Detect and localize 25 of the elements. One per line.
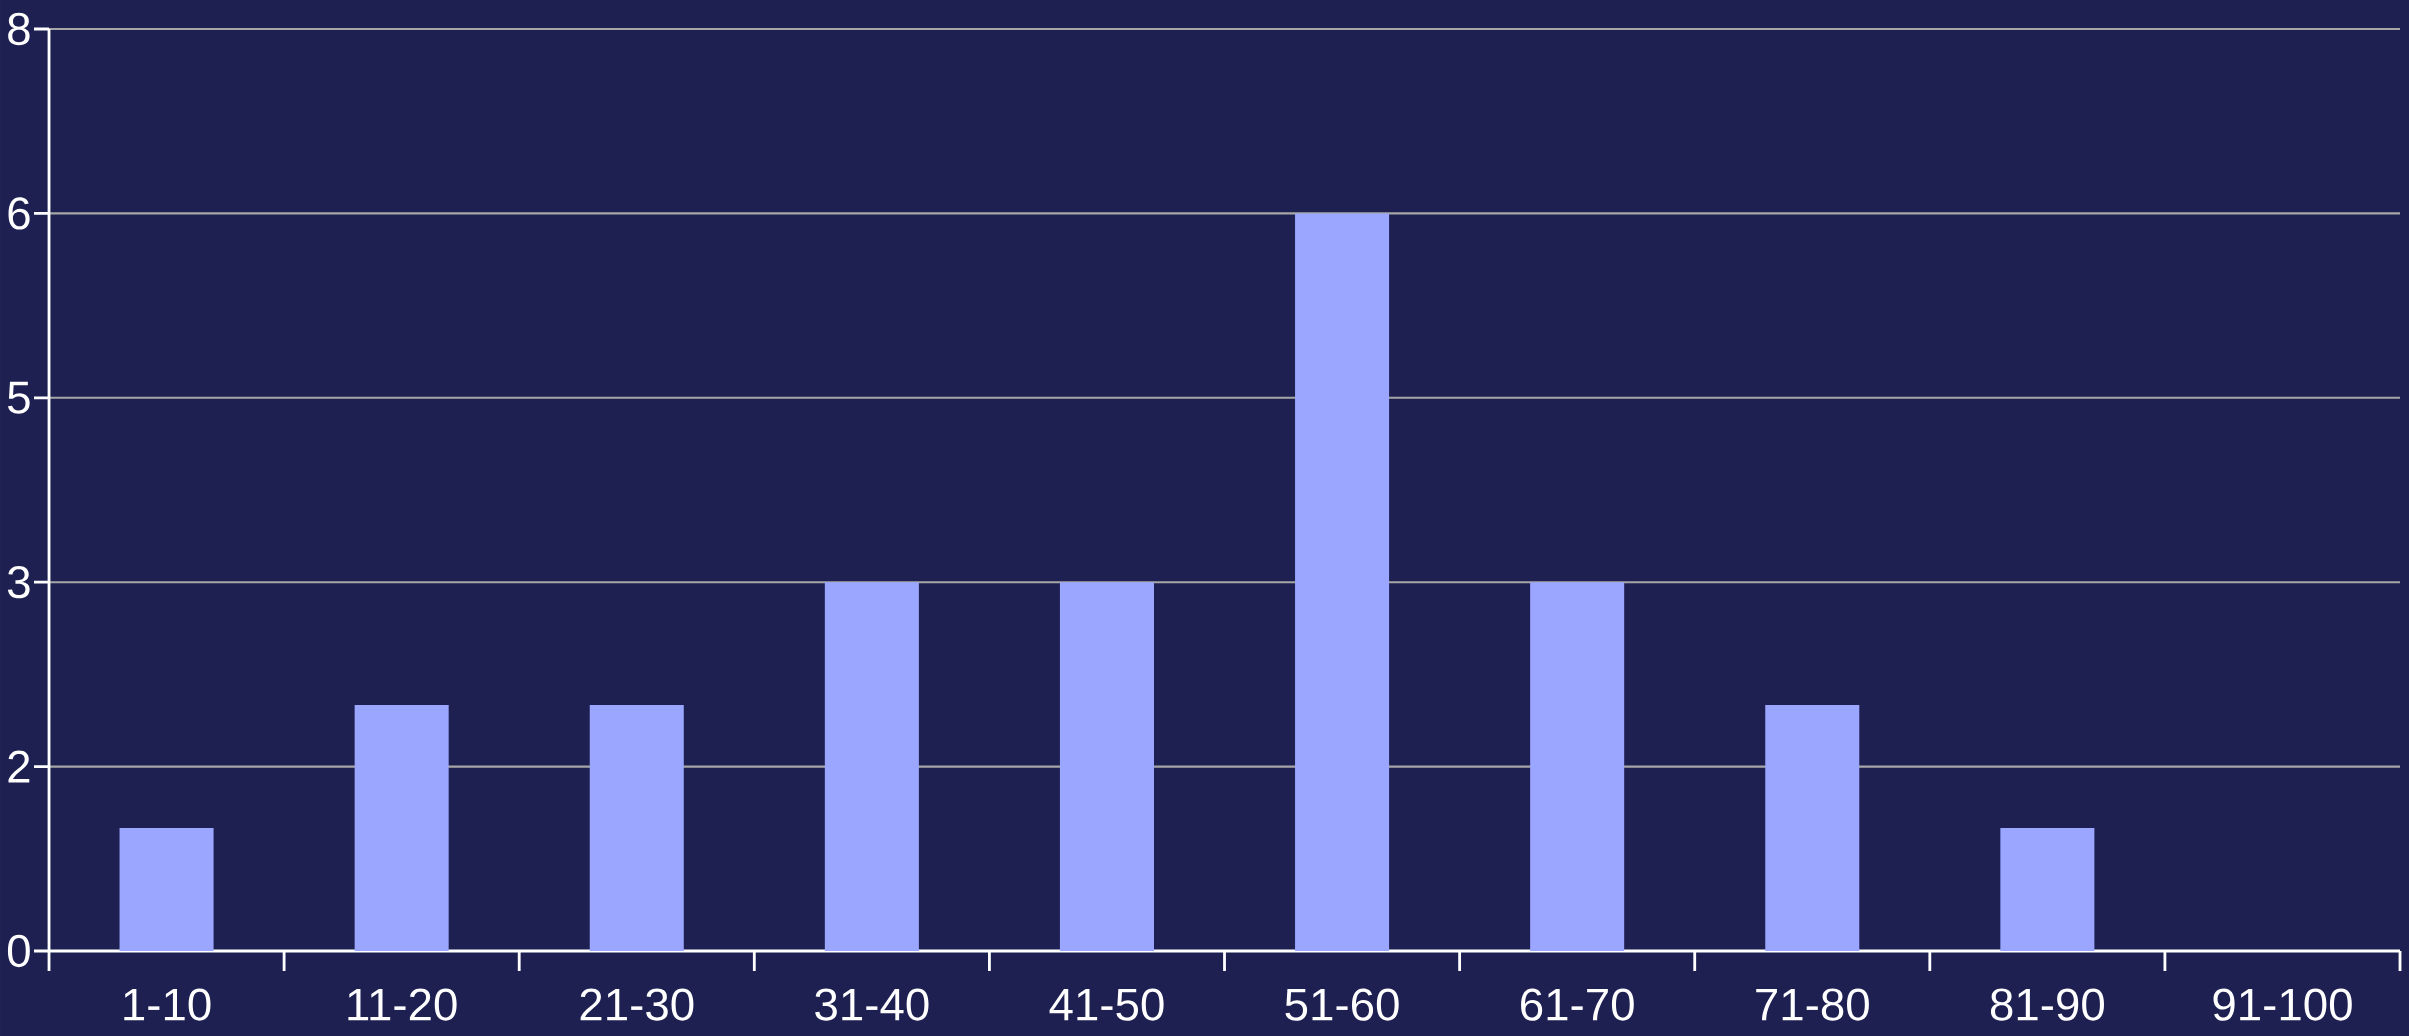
y-tick-label: 5	[8, 381, 30, 414]
y-tick-label: 8	[8, 12, 30, 46]
x-tick-label: 11-20	[348, 988, 457, 1021]
y-tick-label: 2	[8, 750, 30, 783]
y-tick-label: 0	[7, 934, 30, 968]
bar	[2000, 828, 2095, 951]
bar	[119, 828, 214, 951]
x-tick-label: 61-70	[1521, 988, 1634, 1021]
bar	[824, 582, 919, 951]
x-tick-label: 91-100	[2213, 988, 2352, 1021]
bar	[1059, 582, 1154, 951]
bar	[1530, 582, 1625, 951]
x-tick-label: 41-50	[1049, 988, 1164, 1021]
y-tick-label: 6	[8, 197, 30, 230]
bar	[354, 705, 449, 951]
y-tick-label: 3	[7, 566, 30, 599]
bar	[589, 705, 684, 951]
x-tick-label: 1-10	[124, 988, 211, 1021]
bar	[1295, 213, 1390, 951]
x-tick-label: 51-60	[1285, 988, 1399, 1021]
x-tick-label: 31-40	[815, 988, 929, 1021]
x-tick-label: 21-30	[580, 988, 694, 1021]
x-tick-label: 71-80	[1756, 988, 1869, 1021]
x-tick-label: 81-90	[1990, 988, 2105, 1021]
bar	[1765, 705, 1860, 951]
